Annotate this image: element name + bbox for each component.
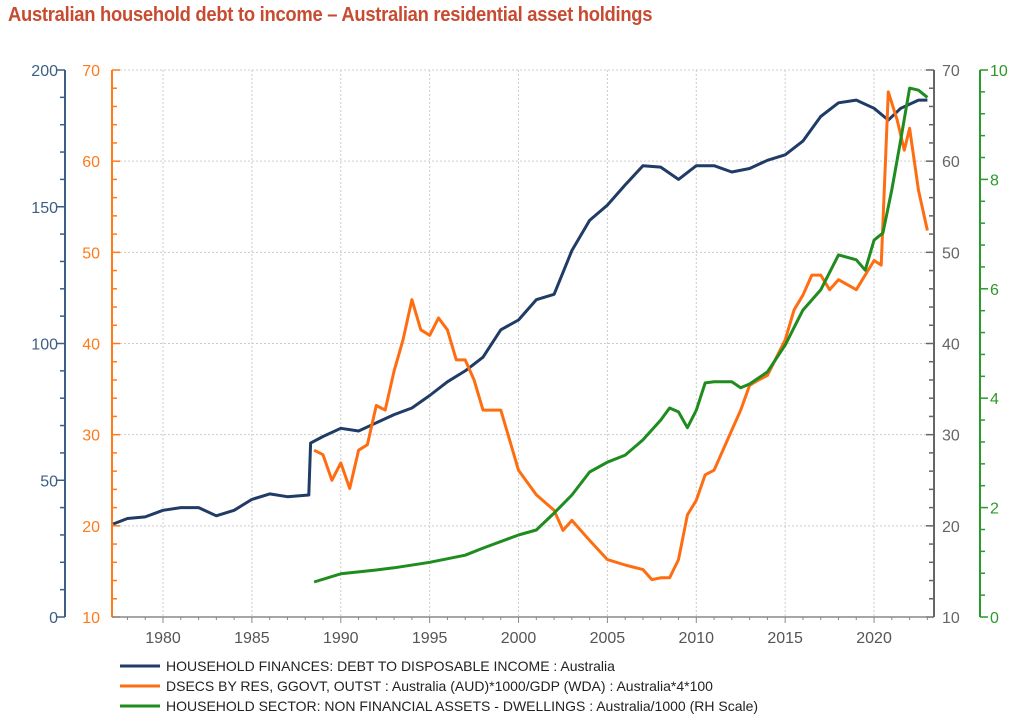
left_outer-tick-label: 150	[31, 200, 58, 217]
right_inner-tick-label: 20	[942, 519, 960, 536]
left_outer-tick-label: 0	[49, 610, 58, 627]
x-tick-label: 2020	[856, 630, 892, 647]
chart-title: Australian household debt to income – Au…	[8, 4, 653, 26]
left_inner-tick-label: 40	[82, 337, 100, 354]
x-tick-label: 1990	[323, 630, 359, 647]
right_inner-tick-label: 10	[942, 610, 960, 627]
right_inner-tick-label: 30	[942, 428, 960, 445]
left_inner-tick-label: 60	[82, 154, 100, 171]
right_outer-tick-label: 6	[990, 282, 999, 299]
series-line-1	[313, 90, 929, 582]
x-tick-label: 1980	[145, 630, 181, 647]
x-tick-label: 1995	[412, 630, 448, 647]
x-tick-label: 2015	[767, 630, 803, 647]
right_outer-tick-label: 0	[990, 610, 999, 627]
left_outer-tick-label: 200	[31, 63, 58, 80]
legend-label-2: HOUSEHOLD SECTOR: NON FINANCIAL ASSETS -…	[166, 698, 758, 714]
right_inner-tick-label: 40	[942, 337, 960, 354]
right_inner-tick-label: 50	[942, 245, 960, 262]
left_inner-tick-label: 50	[82, 245, 100, 262]
x-tick-label: 1985	[234, 630, 270, 647]
legend-label-1: DSECS BY RES, GGOVT, OUTST : Australia (…	[166, 678, 713, 694]
left_inner-tick-label: 70	[82, 63, 100, 80]
x-tick-label: 2000	[501, 630, 537, 647]
series-line-0	[112, 98, 928, 526]
left_inner-tick-label: 30	[82, 428, 100, 445]
left_outer-tick-label: 50	[40, 473, 58, 490]
left_inner-tick-label: 10	[82, 610, 100, 627]
right_outer-tick-label: 10	[990, 63, 1008, 80]
right_outer-tick-label: 4	[990, 391, 999, 408]
x-tick-label: 2005	[590, 630, 626, 647]
legend-label-0: HOUSEHOLD FINANCES: DEBT TO DISPOSABLE I…	[166, 658, 615, 674]
right_inner-tick-label: 60	[942, 154, 960, 171]
right_inner-tick-label: 70	[942, 63, 960, 80]
x-tick-label: 2010	[678, 630, 714, 647]
right_outer-tick-label: 8	[990, 172, 999, 189]
series-line-2	[313, 86, 929, 584]
right_outer-tick-label: 2	[990, 501, 999, 518]
left_outer-tick-label: 100	[31, 337, 58, 354]
left_inner-tick-label: 20	[82, 519, 100, 536]
